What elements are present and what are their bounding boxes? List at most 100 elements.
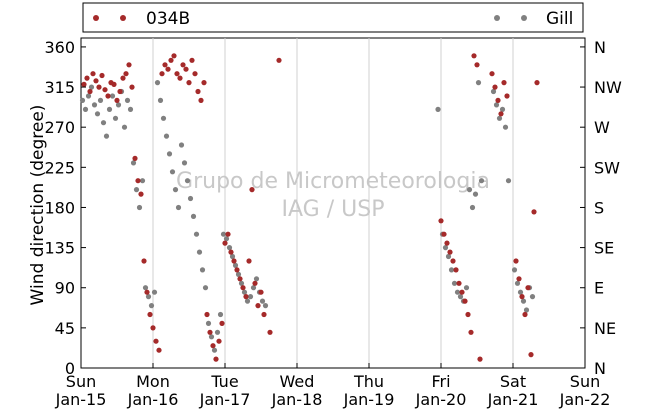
data-point-gill [454, 289, 461, 295]
data-point-gill [172, 187, 179, 193]
data-point-034b [192, 71, 198, 77]
data-point-034b [441, 231, 447, 237]
data-point-034b [201, 80, 207, 86]
data-point-gill [226, 245, 233, 251]
data-point-034b [171, 53, 177, 59]
data-point-034b [219, 320, 225, 326]
y-tick-label-right: W [594, 118, 610, 137]
data-point-gill [469, 204, 476, 211]
data-point-gill [223, 236, 230, 242]
data-point-034b [156, 347, 162, 353]
x-tick-label-day: Mon [136, 372, 170, 391]
data-point-034b [456, 280, 462, 286]
data-point-034b [105, 93, 111, 99]
y-axis-title: Wind direction (degree) [28, 105, 48, 306]
watermark-line-1: Grupo de Micrometeorologia [176, 169, 490, 194]
data-point-gill [472, 191, 479, 197]
data-point-gill [514, 280, 521, 286]
data-point-034b [495, 97, 501, 103]
x-tick-label-date: Jan-17 [199, 390, 251, 409]
data-point-gill [253, 276, 260, 282]
data-point-gill [232, 262, 239, 268]
data-point-034b [234, 267, 240, 273]
data-point-gill [175, 204, 182, 211]
data-point-gill [451, 280, 458, 286]
data-point-gill [193, 231, 200, 237]
data-point-034b [114, 97, 120, 103]
data-point-gill [130, 160, 137, 166]
data-point-034b [447, 249, 453, 255]
x-tick-label-date: Jan-19 [343, 390, 395, 409]
data-point-gill [466, 187, 473, 193]
data-point-034b [153, 338, 159, 344]
watermark-line-2: IAG / USP [282, 197, 385, 222]
data-point-034b [183, 66, 189, 72]
data-point-034b [489, 71, 495, 77]
data-point-034b [468, 329, 474, 335]
data-point-034b [120, 75, 126, 81]
data-point-gill [262, 303, 269, 309]
x-tick-label-day: Fri [431, 372, 450, 391]
data-point-gill [127, 106, 134, 112]
data-point-gill [85, 93, 92, 99]
y-tick-label-right: N [594, 359, 606, 378]
y-tick-label-right: N [594, 38, 606, 57]
data-point-034b [147, 311, 153, 318]
y-tick-label-right: SE [594, 239, 614, 258]
data-point-gill [115, 102, 122, 108]
data-point-034b [93, 78, 99, 84]
data-point-034b [177, 75, 183, 81]
data-point-034b [132, 155, 138, 161]
data-point-034b [87, 88, 93, 95]
data-point-gill [502, 124, 509, 130]
data-point-034b [246, 258, 252, 264]
y-tick-label: 180 [44, 198, 75, 217]
x-tick-label-date: Jan-16 [127, 390, 179, 409]
data-point-gill [217, 311, 224, 318]
x-tick-label-day: Thu [353, 372, 384, 391]
data-point-gill [145, 294, 152, 300]
data-point-gill [136, 204, 143, 211]
data-point-034b [276, 57, 282, 63]
gridlines [152, 38, 514, 368]
data-point-034b [198, 97, 204, 103]
data-point-gill [202, 285, 209, 291]
data-point-gill [166, 151, 173, 157]
data-point-034b [138, 191, 144, 197]
data-point-gill [250, 285, 257, 291]
data-point-034b [471, 53, 477, 59]
x-tick-label-date: Jan-20 [415, 390, 467, 409]
data-point-034b [504, 93, 510, 99]
y-tick-label: 315 [44, 78, 75, 97]
data-point-gill [139, 178, 146, 184]
data-point-gill [82, 106, 89, 112]
legend-label-gill: Gill [546, 9, 573, 29]
data-point-gill [100, 120, 107, 126]
data-point-034b [213, 356, 219, 362]
data-point-gill [154, 80, 161, 86]
x-tick-label-date: Jan-18 [271, 390, 323, 409]
data-point-034b [228, 249, 234, 255]
data-point-034b [525, 285, 531, 291]
data-point-034b [459, 289, 465, 295]
data-point-034b [225, 231, 231, 237]
data-points [79, 53, 540, 362]
x-tick-label-date: Jan-21 [487, 390, 539, 409]
data-point-gill [520, 298, 527, 304]
data-point-gill [94, 111, 101, 117]
data-point-gill [88, 84, 95, 90]
data-point-034b [534, 80, 540, 86]
data-point-034b [90, 71, 96, 77]
legend: 034B Gill [93, 9, 573, 29]
data-point-gill [106, 106, 113, 112]
legend-label-034b: 034B [146, 9, 190, 29]
data-point-gill [190, 213, 197, 219]
data-point-034b [189, 57, 195, 63]
data-point-gill [244, 298, 251, 304]
data-point-034b [516, 276, 522, 282]
data-point-gill [160, 115, 167, 121]
y-tick-label-right: SW [594, 158, 620, 177]
data-point-034b [513, 258, 519, 264]
data-point-gill [178, 142, 185, 148]
data-point-gill [496, 115, 503, 121]
